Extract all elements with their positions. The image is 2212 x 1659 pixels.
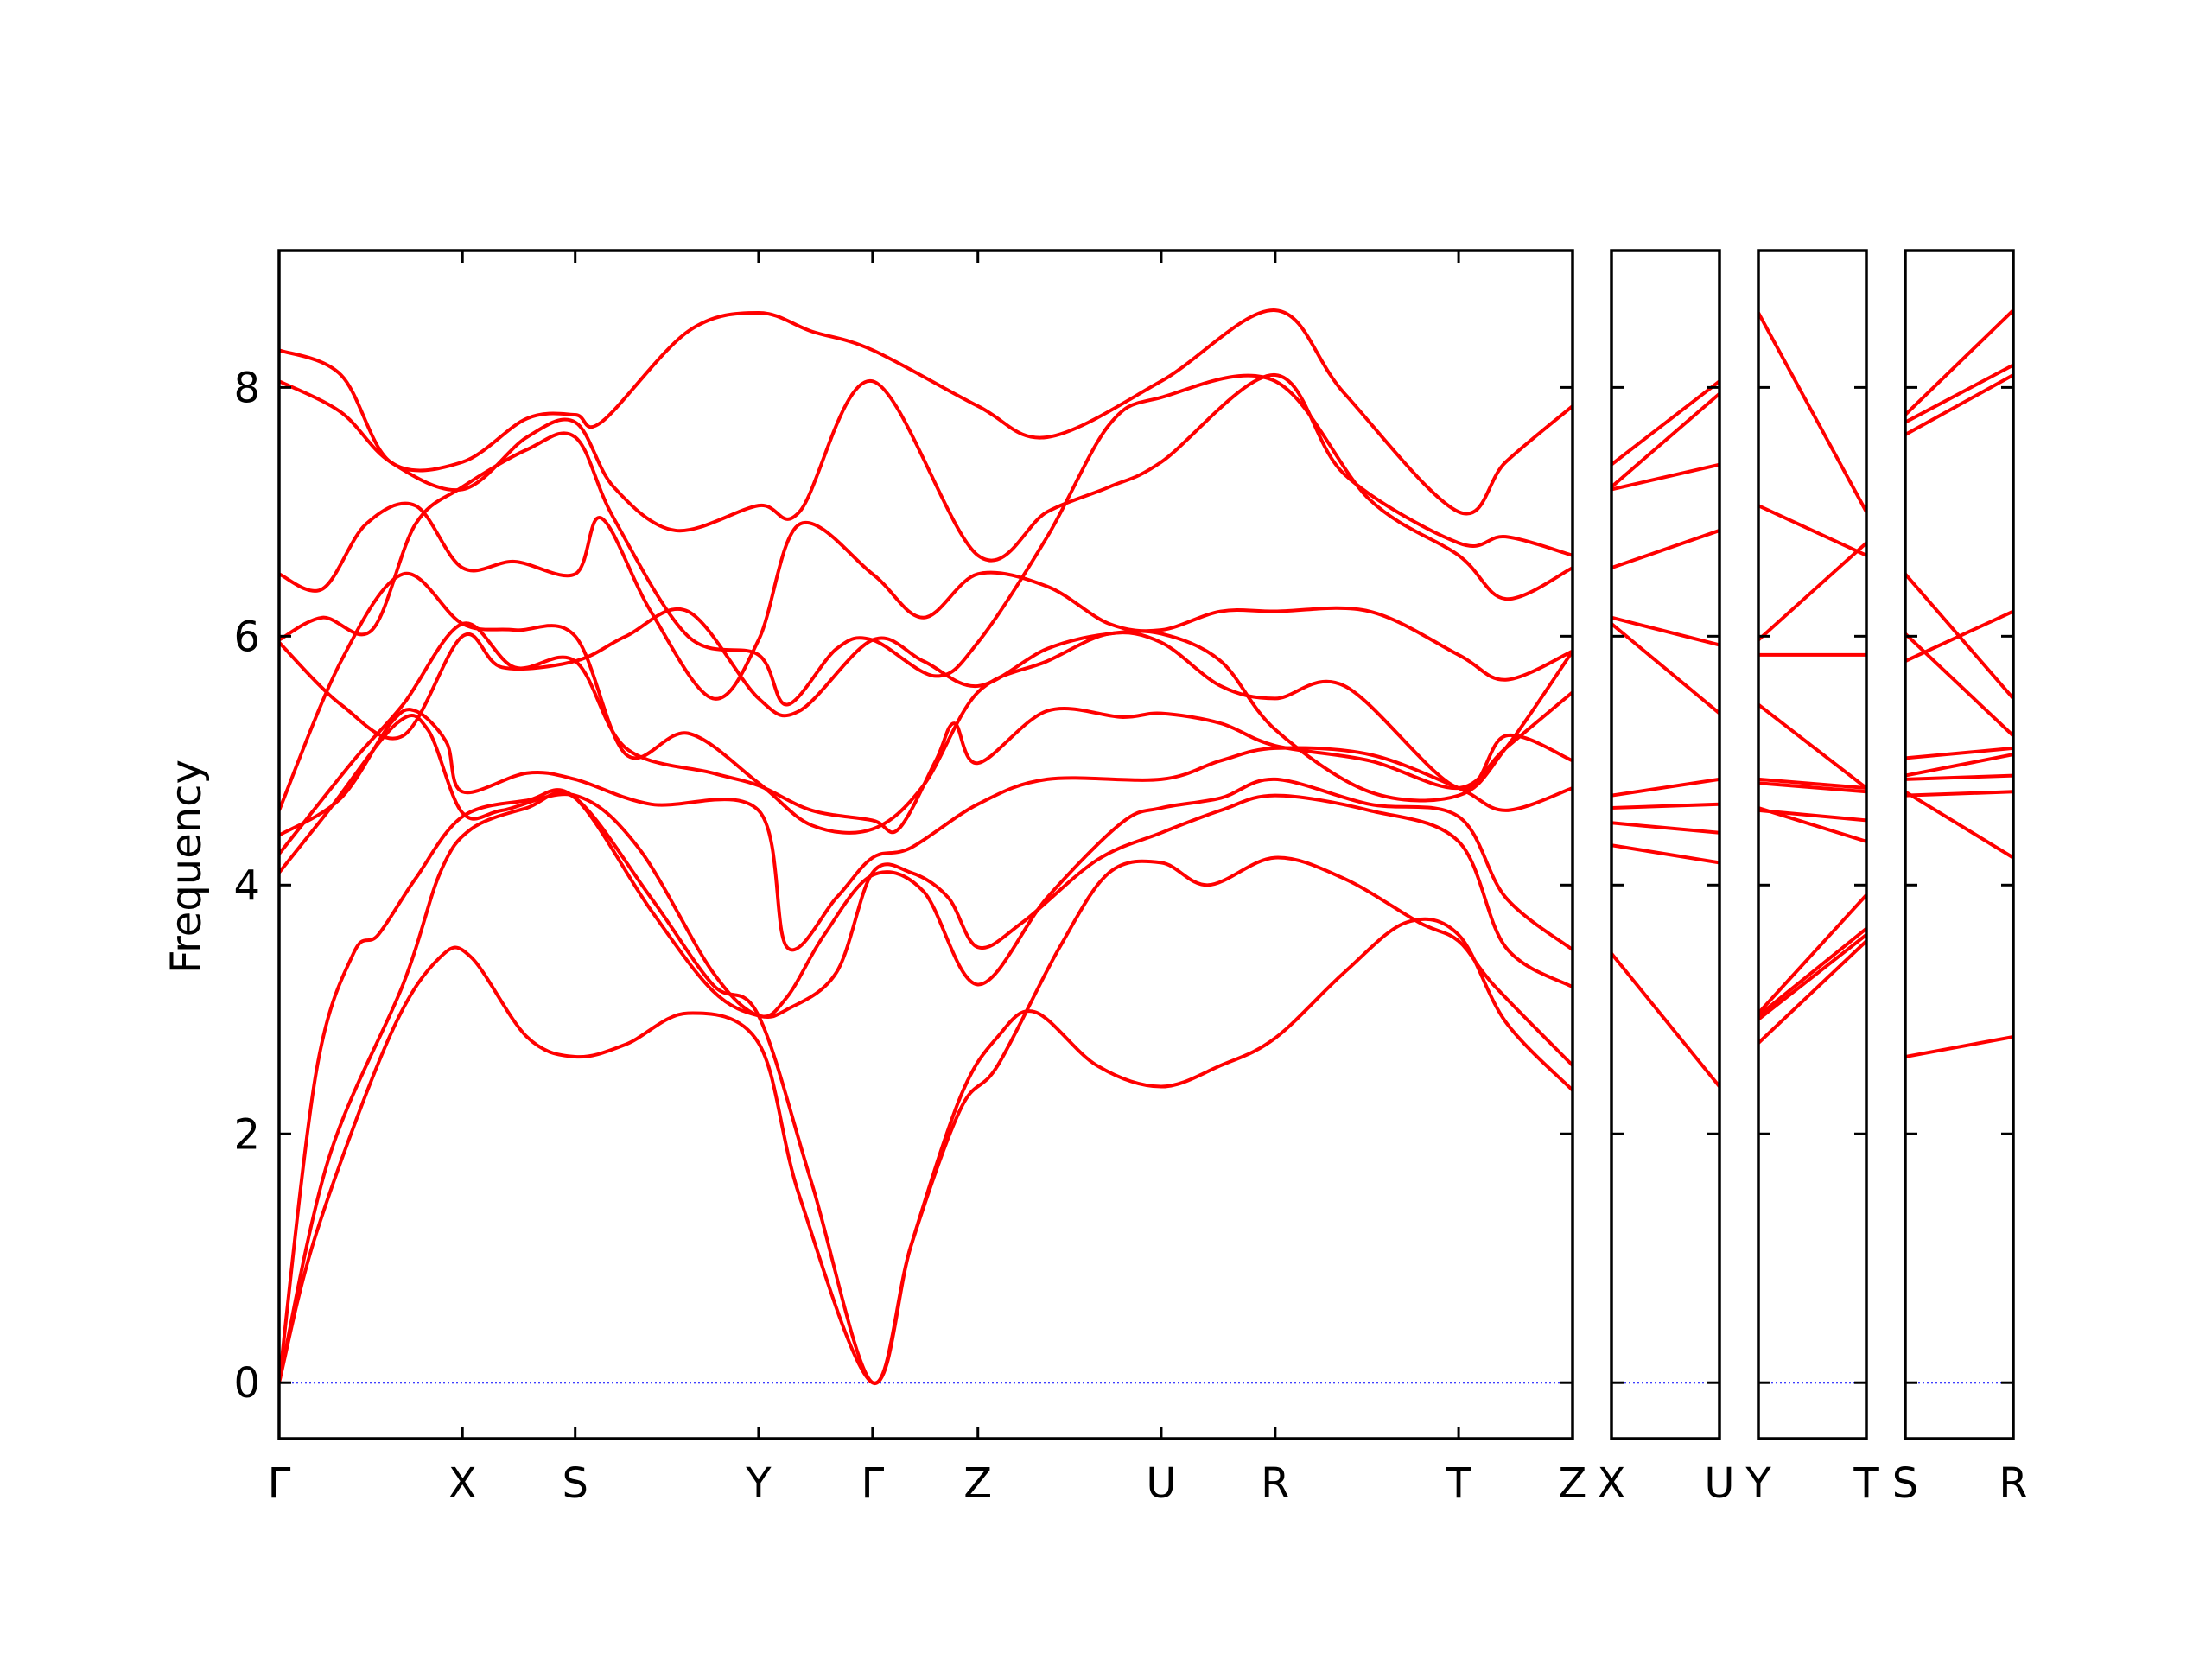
y-tick-label: 4	[233, 861, 260, 910]
band-line	[279, 372, 1573, 563]
y-tick-label: 6	[233, 613, 260, 661]
band-line	[1905, 753, 2013, 778]
band-line	[279, 373, 1573, 707]
band-line	[279, 308, 1573, 516]
band-line	[1611, 529, 1719, 570]
panel-frame	[1757, 249, 1868, 1440]
band-line	[1758, 541, 1866, 642]
band-line	[1758, 933, 1866, 1021]
band-line	[1611, 392, 1719, 489]
band-line	[1905, 363, 2013, 424]
band-line	[1758, 781, 1866, 794]
x-tick-label: X	[1598, 1459, 1626, 1508]
bands-XU	[1611, 379, 1719, 1088]
x-tick-label: R	[1999, 1459, 2027, 1508]
x-tick-label: S	[1892, 1459, 1918, 1508]
x-tick-label: R	[1261, 1459, 1289, 1508]
band-line	[279, 708, 1573, 952]
x-tick-label: T	[1853, 1459, 1879, 1508]
band-line	[279, 713, 1573, 1019]
band-line	[279, 917, 1573, 1385]
band-line	[1758, 939, 1866, 1045]
band-line	[279, 788, 1573, 1383]
band-line	[1611, 462, 1719, 492]
band-line	[279, 501, 1573, 701]
x-tick-label: Z	[1559, 1459, 1587, 1508]
band-line	[1611, 802, 1719, 810]
band-line	[1758, 927, 1866, 1018]
band-line	[1758, 893, 1866, 1014]
band-line	[1611, 952, 1719, 1088]
x-tick-label: U	[1704, 1459, 1734, 1508]
band-line	[1758, 702, 1866, 790]
band-line	[279, 791, 1573, 1385]
bands-YT	[1758, 312, 1866, 1045]
bands-SR	[1905, 308, 2013, 1058]
panel-frame	[1610, 249, 1721, 1440]
band-line	[1905, 773, 2013, 781]
x-tick-label: S	[562, 1459, 588, 1508]
band-line	[1758, 504, 1866, 557]
band-line	[1611, 379, 1719, 467]
band-line	[1611, 622, 1719, 715]
panel-frame	[277, 249, 1574, 1440]
band-line	[279, 571, 1573, 835]
band-line	[1905, 790, 2013, 798]
band-line	[1905, 308, 2013, 416]
band-line	[1905, 1034, 2013, 1058]
bands-main	[279, 308, 1573, 1385]
band-line	[1611, 615, 1719, 647]
x-tick-label: Γ	[861, 1459, 884, 1508]
band-line	[1905, 573, 2013, 700]
band-line	[1611, 843, 1719, 865]
x-tick-label: U	[1146, 1459, 1176, 1508]
y-tick-label: 0	[233, 1359, 260, 1408]
band-line	[279, 607, 1573, 803]
y-tick-label: 8	[233, 364, 260, 412]
x-tick-label: Y	[1745, 1459, 1771, 1508]
y-axis-label: Frequency	[162, 760, 211, 974]
panel-frame	[1904, 249, 2015, 1440]
band-line	[1905, 373, 2013, 436]
x-tick-label: Γ	[268, 1459, 291, 1508]
y-tick-label: 2	[233, 1110, 260, 1159]
x-tick-label: Y	[745, 1459, 772, 1508]
y-axis: 0 2 4 6 8	[233, 364, 260, 1408]
x-tick-label: X	[448, 1459, 477, 1508]
band-line	[1611, 777, 1719, 798]
band-line	[1758, 806, 1866, 843]
band-line	[1905, 632, 2013, 737]
band-line	[1611, 821, 1719, 835]
x-tick-label: Z	[963, 1459, 992, 1508]
band-line	[1758, 312, 1866, 513]
band-line	[1905, 746, 2013, 760]
x-tick-label: T	[1445, 1459, 1471, 1508]
band-line	[1758, 777, 1866, 790]
band-line	[1905, 790, 2013, 860]
band-line	[279, 621, 1573, 855]
